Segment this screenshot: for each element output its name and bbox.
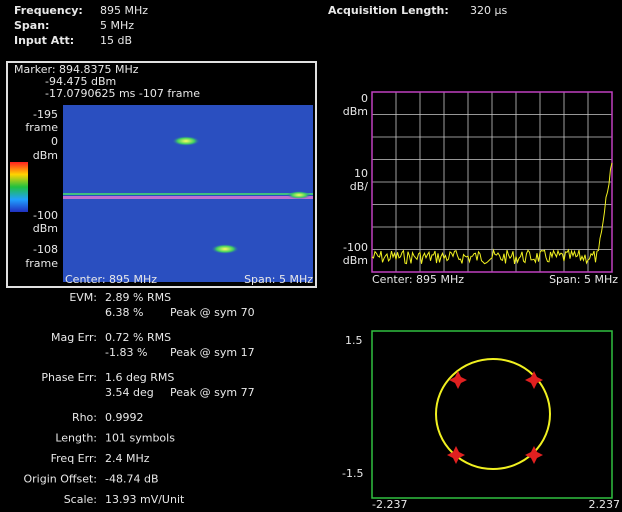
axis-label: 10 xyxy=(354,167,368,180)
axis-label: -2.237 xyxy=(372,498,407,511)
measurements: EVM: 2.89 % RMS 6.38 % Peak @ sym 70 Mag Err… xyxy=(24,291,255,506)
axis-label: dBm xyxy=(33,149,58,162)
value: 15 dB xyxy=(100,34,132,47)
panel-border xyxy=(371,91,613,273)
axis-label: dB/ xyxy=(350,180,369,193)
axis-label: -195 xyxy=(33,108,58,121)
axis-label: dBm xyxy=(343,254,368,267)
grid xyxy=(372,92,612,272)
axis-label: 0 xyxy=(361,92,368,105)
axis-label: -100 xyxy=(343,241,368,254)
center-label: Center: 895 MHz xyxy=(372,273,464,286)
measurement-label: Mag Err: xyxy=(51,331,97,344)
axis-label: -1.5 xyxy=(342,467,363,480)
axis-label: -108 xyxy=(33,243,58,256)
center-label: Center: 895 MHz xyxy=(65,273,157,286)
color-scale xyxy=(10,162,28,212)
marker-readout: -94.475 dBm xyxy=(45,75,116,88)
axis-label: dBm xyxy=(33,222,58,235)
axis-label: 2.237 xyxy=(589,498,621,511)
symbol-point xyxy=(449,371,467,389)
axis-label: 0 xyxy=(51,135,58,148)
symbol-point xyxy=(525,446,543,464)
measurement-value: -48.74 dB xyxy=(105,473,159,486)
measurement-label: Phase Err: xyxy=(41,371,97,384)
measurement-value: 6.38 % xyxy=(105,306,143,319)
constellation-trace xyxy=(435,358,551,470)
marker-readout: Marker: 894.8375 MHz xyxy=(14,63,139,76)
measurement-value: 101 symbols xyxy=(105,432,175,445)
span-label: Span: 5 MHz xyxy=(549,273,618,286)
symbol-points xyxy=(447,371,543,464)
measurement-peak: Peak @ sym 17 xyxy=(170,346,255,359)
measurement-label: Origin Offset: xyxy=(24,473,98,486)
spectrogram-burst xyxy=(287,191,311,199)
marker-line xyxy=(63,196,313,199)
value: 895 MHz xyxy=(100,4,148,17)
axis-label: frame xyxy=(25,121,58,134)
measurement-label: Length: xyxy=(55,432,97,445)
spectrum-trace xyxy=(371,162,613,265)
axis-label: 1.5 xyxy=(345,334,363,347)
spectrogram-line xyxy=(63,193,313,195)
measurement-value: 13.93 mV/Unit xyxy=(105,493,185,506)
measurement-value: -1.83 % xyxy=(105,346,147,359)
measurement-peak: Peak @ sym 77 xyxy=(170,386,255,399)
axis-label: -100 xyxy=(33,209,58,222)
label: Span: xyxy=(14,19,49,32)
spectrogram-burst xyxy=(211,244,239,254)
panel-border xyxy=(371,330,613,499)
value: 320 µs xyxy=(470,4,507,17)
measurement-label: EVM: xyxy=(69,291,97,304)
symbol-point xyxy=(525,371,543,389)
measurement-value: 0.72 % RMS xyxy=(105,331,171,344)
axis-label: frame xyxy=(25,257,58,270)
marker-readout: -17.0790625 ms -107 frame xyxy=(45,87,200,100)
panel-border xyxy=(6,61,317,288)
axis-label: dBm xyxy=(343,105,368,118)
label: Input Att: xyxy=(14,34,74,47)
measurement-label: Freq Err: xyxy=(51,452,97,465)
measurement-value: 1.6 deg RMS xyxy=(105,371,174,384)
spectrogram-burst xyxy=(172,136,200,146)
label: Acquisition Length: xyxy=(328,4,449,17)
value: 5 MHz xyxy=(100,19,134,32)
measurement-value: 2.4 MHz xyxy=(105,452,150,465)
measurement-peak: Peak @ sym 70 xyxy=(170,306,255,319)
label: Frequency: xyxy=(14,4,83,17)
measurement-value: 3.54 deg xyxy=(105,386,154,399)
span-label: Span: 5 MHz xyxy=(244,273,313,286)
symbol-point xyxy=(447,446,465,464)
measurement-label: Scale: xyxy=(64,493,97,506)
measurement-label: Rho: xyxy=(72,411,97,424)
measurement-value: 0.9992 xyxy=(105,411,144,424)
measurement-value: 2.89 % RMS xyxy=(105,291,171,304)
